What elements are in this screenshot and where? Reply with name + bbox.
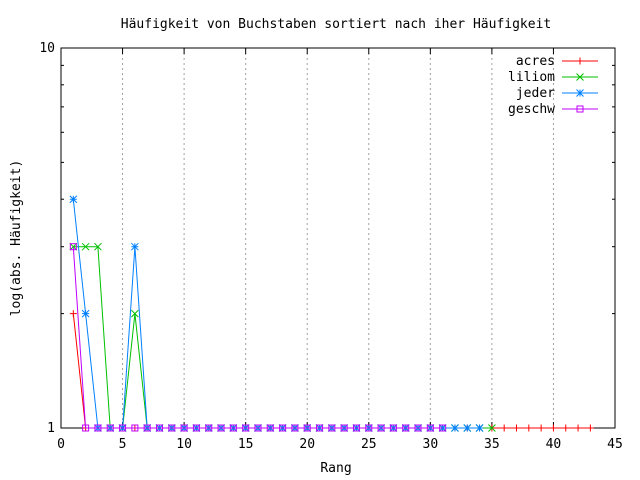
data-point-acres xyxy=(69,310,77,318)
data-point-geschw xyxy=(303,424,311,432)
x-tick-label: 40 xyxy=(546,437,562,452)
x-tick-label: 0 xyxy=(57,437,65,452)
x-tick-label: 10 xyxy=(176,437,192,452)
series-line-geschw xyxy=(72,246,443,429)
data-point-liliom xyxy=(69,242,78,251)
chart-title: Häufigkeit von Buchstaben sortiert nach … xyxy=(121,17,551,32)
data-point-acres xyxy=(500,424,508,432)
legend-marker-liliom xyxy=(576,73,584,81)
data-point-geschw xyxy=(439,424,447,432)
legend-marker-geschw xyxy=(576,105,584,113)
series-line-acres xyxy=(72,313,591,429)
data-point-geschw xyxy=(131,424,139,432)
legend-marker-jeder xyxy=(576,89,584,97)
data-point-jeder xyxy=(475,424,484,432)
data-point-liliom xyxy=(131,309,139,318)
legend-marker-acres xyxy=(576,57,584,65)
data-point-liliom xyxy=(488,424,496,432)
data-point-acres xyxy=(549,424,557,432)
legend-label-liliom: liliom xyxy=(508,70,555,85)
data-point-geschw xyxy=(279,424,287,432)
y-tick-label: 10 xyxy=(39,41,55,56)
data-point-geschw xyxy=(340,424,348,432)
data-point-geschw xyxy=(143,424,151,432)
data-point-geschw xyxy=(365,424,373,432)
data-point-geschw xyxy=(94,424,102,432)
data-point-jeder xyxy=(131,242,139,251)
x-tick-label: 20 xyxy=(299,437,315,452)
legend-label-geschw: geschw xyxy=(508,102,555,117)
data-point-geschw xyxy=(328,424,336,432)
data-point-geschw xyxy=(426,424,434,432)
data-point-geschw xyxy=(69,243,77,251)
series-layer xyxy=(69,195,594,432)
data-point-acres xyxy=(562,424,570,432)
x-tick-label: 35 xyxy=(484,437,500,452)
series-geschw xyxy=(69,243,447,432)
data-point-liliom xyxy=(81,242,90,251)
data-point-geschw xyxy=(402,424,410,432)
data-point-geschw xyxy=(205,424,213,432)
data-point-geschw xyxy=(155,424,163,432)
data-point-geschw xyxy=(192,424,200,432)
data-point-geschw xyxy=(242,424,250,432)
data-point-jeder xyxy=(438,424,447,432)
data-point-geschw xyxy=(217,424,225,432)
data-point-acres xyxy=(525,424,533,432)
legend-label-jeder: jeder xyxy=(516,86,555,101)
data-point-acres xyxy=(586,424,594,432)
data-point-jeder xyxy=(69,195,78,204)
series-jeder xyxy=(69,195,484,432)
data-point-geschw xyxy=(254,424,262,432)
data-point-geschw xyxy=(291,424,299,432)
axes: 0 5 10 15 20 25 30 35 40 45 1 10 xyxy=(39,41,622,452)
x-tick-label: 25 xyxy=(361,437,377,452)
data-point-geschw xyxy=(389,424,397,432)
data-point-liliom xyxy=(94,242,102,251)
data-point-geschw xyxy=(229,424,237,432)
data-point-jeder xyxy=(451,424,459,432)
x-tick-label: 30 xyxy=(423,437,439,452)
data-point-geschw xyxy=(119,424,127,432)
y-tick-label: 1 xyxy=(47,421,55,436)
data-point-geschw xyxy=(180,424,188,432)
data-point-acres xyxy=(513,424,521,432)
data-point-geschw xyxy=(414,424,422,432)
x-axis-label: Rang xyxy=(320,461,351,476)
data-point-geschw xyxy=(316,424,324,432)
series-acres xyxy=(69,310,594,432)
y-axis-label: log(abs. Häufigkeit) xyxy=(9,160,24,317)
data-point-geschw xyxy=(266,424,274,432)
data-point-jeder xyxy=(463,424,472,432)
data-point-acres xyxy=(574,424,582,432)
x-tick-label: 5 xyxy=(119,437,127,452)
x-tick-label: 15 xyxy=(238,437,254,452)
data-point-acres xyxy=(537,424,545,432)
grid-lines xyxy=(122,48,554,428)
data-point-jeder xyxy=(81,309,90,318)
legend-label-acres: acres xyxy=(516,54,555,69)
x-tick-label: 45 xyxy=(607,437,623,452)
data-point-geschw xyxy=(168,424,176,432)
data-point-geschw xyxy=(377,424,385,432)
data-point-geschw xyxy=(82,424,90,432)
data-point-geschw xyxy=(352,424,360,432)
series-line-liliom xyxy=(73,246,492,429)
data-point-geschw xyxy=(106,424,114,432)
